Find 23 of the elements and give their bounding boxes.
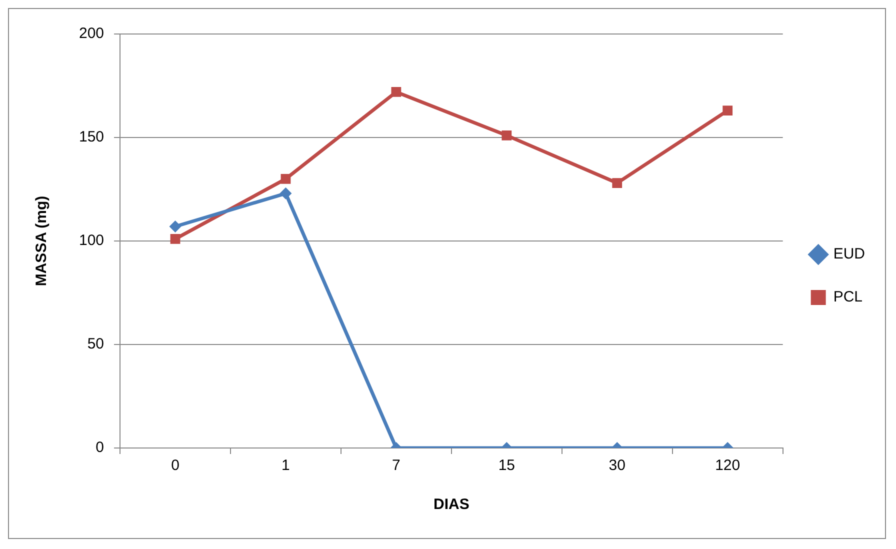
- x-tick-label: 0: [171, 457, 180, 474]
- x-tick-label: 1: [282, 457, 290, 474]
- point: [391, 87, 402, 97]
- x-tick-label: 15: [498, 457, 516, 474]
- y-axis-title: MASSA (mg): [33, 196, 50, 286]
- y-tick-label: 200: [78, 25, 104, 42]
- x-tick-label: 120: [715, 457, 740, 474]
- point: [169, 220, 182, 233]
- legend-label: PCL: [833, 288, 863, 306]
- point: [170, 234, 180, 244]
- point: [280, 174, 291, 184]
- x-tick-label: 7: [392, 457, 400, 474]
- x-tick-label: 30: [608, 457, 626, 474]
- y-tick-label: 50: [87, 336, 104, 353]
- y-tick-label: 100: [78, 232, 104, 250]
- x-axis-title: DIAS: [434, 496, 470, 514]
- point: [502, 130, 512, 140]
- y-tick-label: 0: [96, 439, 104, 456]
- y-tick-label: 150: [78, 128, 104, 146]
- point: [722, 106, 733, 116]
- point: [612, 178, 622, 188]
- legend-label: EUD: [833, 246, 866, 263]
- point: [280, 187, 292, 200]
